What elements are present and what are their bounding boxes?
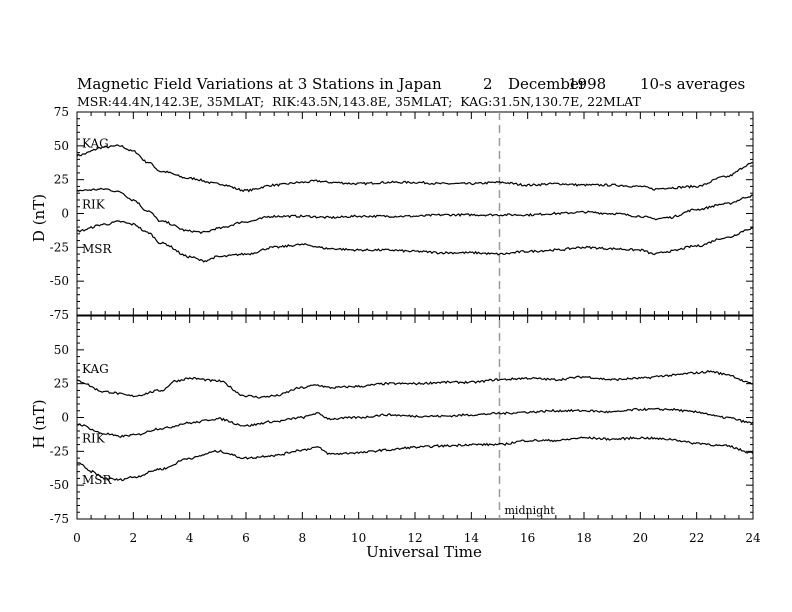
h-y-tick-label: -25 — [50, 444, 69, 458]
x-tick-label: 14 — [464, 531, 480, 545]
h-y-tick-label: 0 — [61, 411, 69, 425]
h-series-kag-line — [76, 369, 754, 399]
x-tick-label: 8 — [299, 531, 307, 545]
d-series-label-msr: MSR — [82, 242, 113, 256]
h-y-tick-label: 25 — [54, 377, 69, 391]
h-series-msr-line — [76, 436, 754, 482]
title-main: Magnetic Field Variations at 3 Stations … — [77, 75, 442, 93]
title-month: December — [508, 75, 587, 93]
d-axis-label: D (nT) — [30, 194, 48, 242]
h-y-tick-label: 50 — [54, 343, 69, 357]
title-year: 1998 — [568, 75, 606, 93]
h-series-rik-line — [76, 407, 754, 438]
x-tick-label: 6 — [242, 531, 250, 545]
d-component-panel: 75 50 25 0 -25 -50 -75 KAG RIK MSR — [50, 105, 754, 322]
d-y-tick-label: 25 — [54, 173, 69, 187]
x-tick-label: 18 — [576, 531, 591, 545]
h-y-tick-label: -50 — [50, 478, 69, 492]
x-tick-label: 10 — [351, 531, 366, 545]
d-series-label-kag: KAG — [82, 136, 109, 150]
d-y-tick-label: -75 — [50, 308, 69, 322]
station-coordinates: MSR:44.4N,142.3E, 35MLAT; RIK:43.5N,143.… — [77, 94, 641, 109]
x-axis-label: Universal Time — [366, 543, 482, 561]
h-y-tick-label: -75 — [50, 512, 69, 526]
x-tick-label: 2 — [130, 531, 138, 545]
d-panel-frame — [76, 111, 754, 316]
d-y-tick-label: 0 — [61, 207, 69, 221]
d-y-tick-label: -50 — [50, 274, 69, 288]
midnight-label: midnight — [505, 504, 556, 517]
d-y-tick-label: 75 — [54, 105, 69, 119]
title-averages: 10-s averages — [640, 75, 745, 93]
x-tick-label: 12 — [407, 531, 422, 545]
h-series-label-rik: RIK — [82, 431, 106, 445]
x-tick-label: 0 — [73, 531, 81, 545]
h-series-label-kag: KAG — [82, 362, 109, 376]
d-series-rik-line — [76, 187, 754, 235]
x-tick-label: 20 — [633, 531, 648, 545]
title-day: 2 — [483, 75, 493, 93]
d-y-tick-label: -25 — [50, 240, 69, 254]
d-series-label-rik: RIK — [82, 197, 106, 211]
x-axis-ticks: 0 2 4 6 8 10 12 14 16 18 20 22 24 — [73, 531, 761, 545]
d-y-tick-label: 50 — [54, 139, 69, 153]
h-component-panel: 50 25 0 -25 -50 -75 KAG RIK MSR — [50, 315, 754, 526]
h-axis-label: H (nT) — [30, 399, 48, 448]
x-tick-label: 22 — [689, 531, 704, 545]
d-series-msr-line — [76, 220, 754, 263]
x-tick-label: 4 — [186, 531, 194, 545]
d-series-kag-line — [76, 144, 754, 193]
data-lines — [76, 144, 754, 482]
h-series-label-msr: MSR — [82, 473, 113, 487]
x-tick-label: 16 — [520, 531, 535, 545]
x-tick-label: 24 — [745, 531, 761, 545]
